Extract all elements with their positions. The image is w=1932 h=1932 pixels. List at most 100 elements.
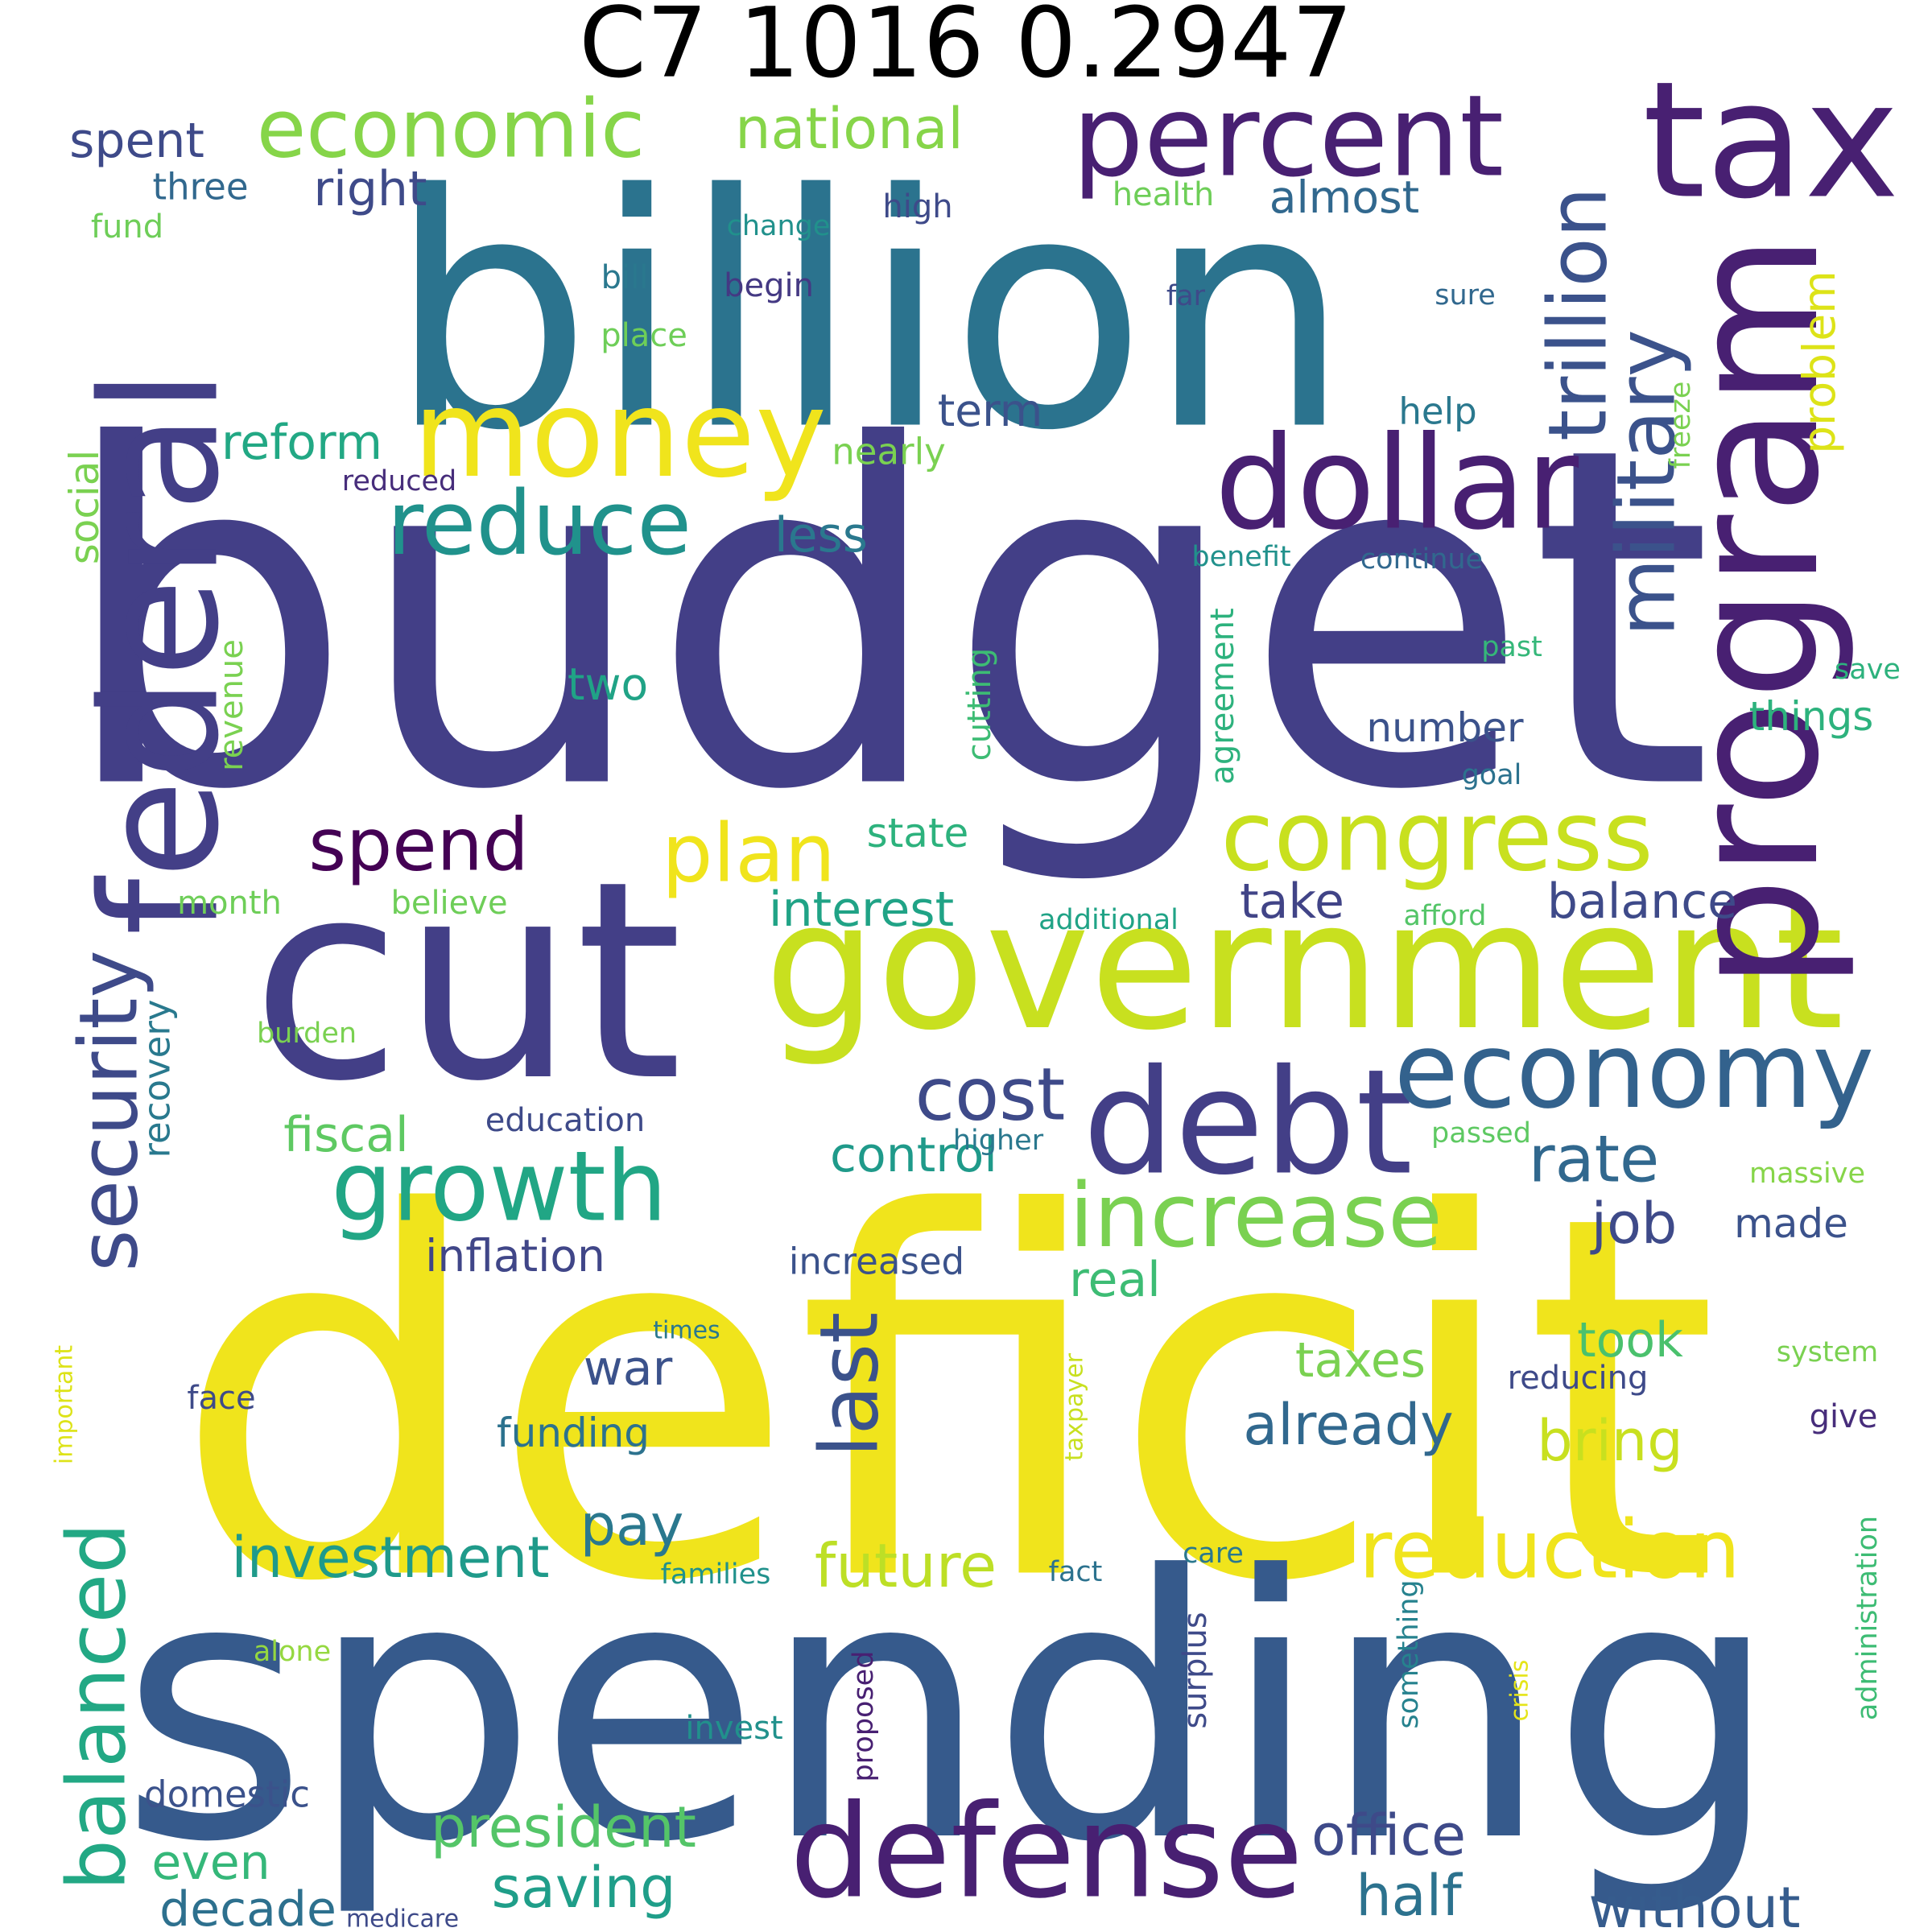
cloud-word-last: last [803,1312,897,1457]
cloud-word-reform: reform [221,415,382,471]
cloud-word-taxpayer: taxpayer [1061,1352,1089,1461]
cloud-word-something: something [1393,1579,1425,1728]
cloud-word-help: help [1398,390,1476,433]
cloud-word-funding: funding [497,1410,650,1456]
cloud-word-fiscal: fiscal [283,1107,408,1163]
cloud-word-federal: federal [68,369,255,935]
cloud-word-increase: increase [1069,1164,1443,1267]
cloud-word-president: president [431,1794,696,1860]
cloud-word-already: already [1243,1392,1453,1458]
cloud-word-increased: increased [789,1241,964,1283]
cloud-word-real: real [1069,1252,1161,1308]
cloud-word-crisis: crisis [1506,1660,1534,1722]
cloud-word-fact: fact [1049,1556,1103,1588]
cloud-word-care: care [1183,1538,1244,1570]
cloud-word-without: without [1588,1875,1800,1932]
cloud-word-future: future [815,1530,997,1601]
cloud-word-tax: tax [1642,47,1899,235]
cloud-word-afford: afford [1404,900,1487,932]
cloud-word-less: less [774,507,868,564]
cloud-word-economic: economic [257,82,645,176]
cloud-word-reduce: reduce [387,472,691,575]
cloud-word-war: war [584,1340,673,1397]
cloud-word-problem: problem [1794,270,1845,454]
cloud-word-job: job [1590,1191,1678,1257]
cloud-word-bring: bring [1537,1408,1682,1474]
cloud-word-took: took [1577,1312,1683,1368]
cloud-word-month: month [177,885,282,922]
cloud-word-control: control [830,1127,997,1183]
cloud-word-term: term [938,385,1043,436]
cloud-word-additional: additional [1038,904,1179,936]
cloud-word-social: social [61,450,108,565]
cloud-word-spend: spend [308,803,529,888]
cloud-word-place: place [601,317,687,354]
cloud-word-reducing: reducing [1508,1360,1649,1397]
cloud-word-important: important [51,1345,79,1464]
cloud-word-medicare: medicare [346,1905,459,1932]
cloud-word-budget: budget [58,349,1713,892]
cloud-word-interest: interest [769,881,954,938]
cloud-word-goal: goal [1462,759,1522,791]
cloud-word-office: office [1311,1802,1466,1868]
cloud-word-burden: burden [257,1018,357,1050]
cloud-word-domestic: domestic [144,1773,310,1816]
cloud-word-economy: economy [1394,1009,1875,1132]
cloud-word-health: health [1113,176,1215,213]
cloud-word-education: education [485,1102,645,1139]
cloud-word-defense: defense [790,1777,1303,1927]
cloud-word-two: two [568,658,648,710]
cloud-word-half: half [1356,1863,1463,1929]
cloud-word-decade: decade [159,1881,336,1932]
cloud-word-surplus: surplus [1177,1612,1214,1728]
cloud-word-trillion: trillion [1531,187,1625,441]
cloud-word-balance: balance [1547,873,1737,930]
cloud-word-saving: saving [491,1855,675,1921]
cloud-word-deficit: deficit [172,1111,1719,1691]
cloud-word-administration: administration [1852,1516,1884,1720]
cloud-word-save: save [1835,654,1901,686]
cloud-word-rate: rate [1529,1122,1660,1197]
cloud-word-give: give [1810,1398,1878,1435]
cloud-word-program: program [1652,233,1858,989]
cloud-word-continue: continue [1360,543,1483,576]
cloud-word-national: national [735,96,964,162]
cloud-word-right: right [314,161,427,217]
cloud-word-freeze: freeze [1665,382,1697,469]
cloud-word-government: government [764,863,1843,1069]
cloud-word-spent: spent [69,113,204,169]
cloud-word-families: families [661,1558,771,1591]
cloud-word-recovery: recovery [136,1000,179,1158]
cloud-word-money: money [413,365,827,505]
cloud-word-growth: growth [331,1132,667,1244]
cloud-word-bill: bill [601,259,649,296]
cloud-word-inflation: inflation [425,1230,605,1282]
cloud-word-state: state [867,810,969,857]
cloud-word-congress: congress [1220,782,1653,894]
cloud-word-military: military [1600,329,1694,637]
cloud-word-fund: fund [91,208,163,246]
cloud-word-proposed: proposed [848,1651,880,1782]
cloud-word-massive: massive [1749,1158,1865,1190]
cloud-word-invest: invest [685,1710,782,1747]
cloud-word-sure: sure [1435,279,1496,312]
cloud-word-number: number [1366,704,1524,751]
cloud-word-begin: begin [724,267,814,304]
cloud-word-cutting: cutting [961,648,998,762]
cloud-word-alone: alone [254,1636,331,1668]
cloud-word-nearly: nearly [832,431,945,473]
cloud-word-revenue: revenue [213,639,250,771]
cloud-word-billion: billion [388,127,1352,502]
cloud-word-three: three [152,166,248,208]
cloud-word-agreement: agreement [1204,608,1241,784]
cloud-word-reduced: reduced [342,465,457,497]
cloud-word-dollar: dollar [1215,408,1579,559]
cloud-word-even: even [151,1835,270,1891]
cloud-word-believe: believe [390,885,507,922]
cloud-word-benefit: benefit [1191,541,1290,573]
cloud-word-times: times [653,1317,720,1345]
cloud-word-past: past [1481,631,1542,663]
cloud-word-high: high [882,188,952,225]
cloud-word-security: security [62,950,156,1271]
